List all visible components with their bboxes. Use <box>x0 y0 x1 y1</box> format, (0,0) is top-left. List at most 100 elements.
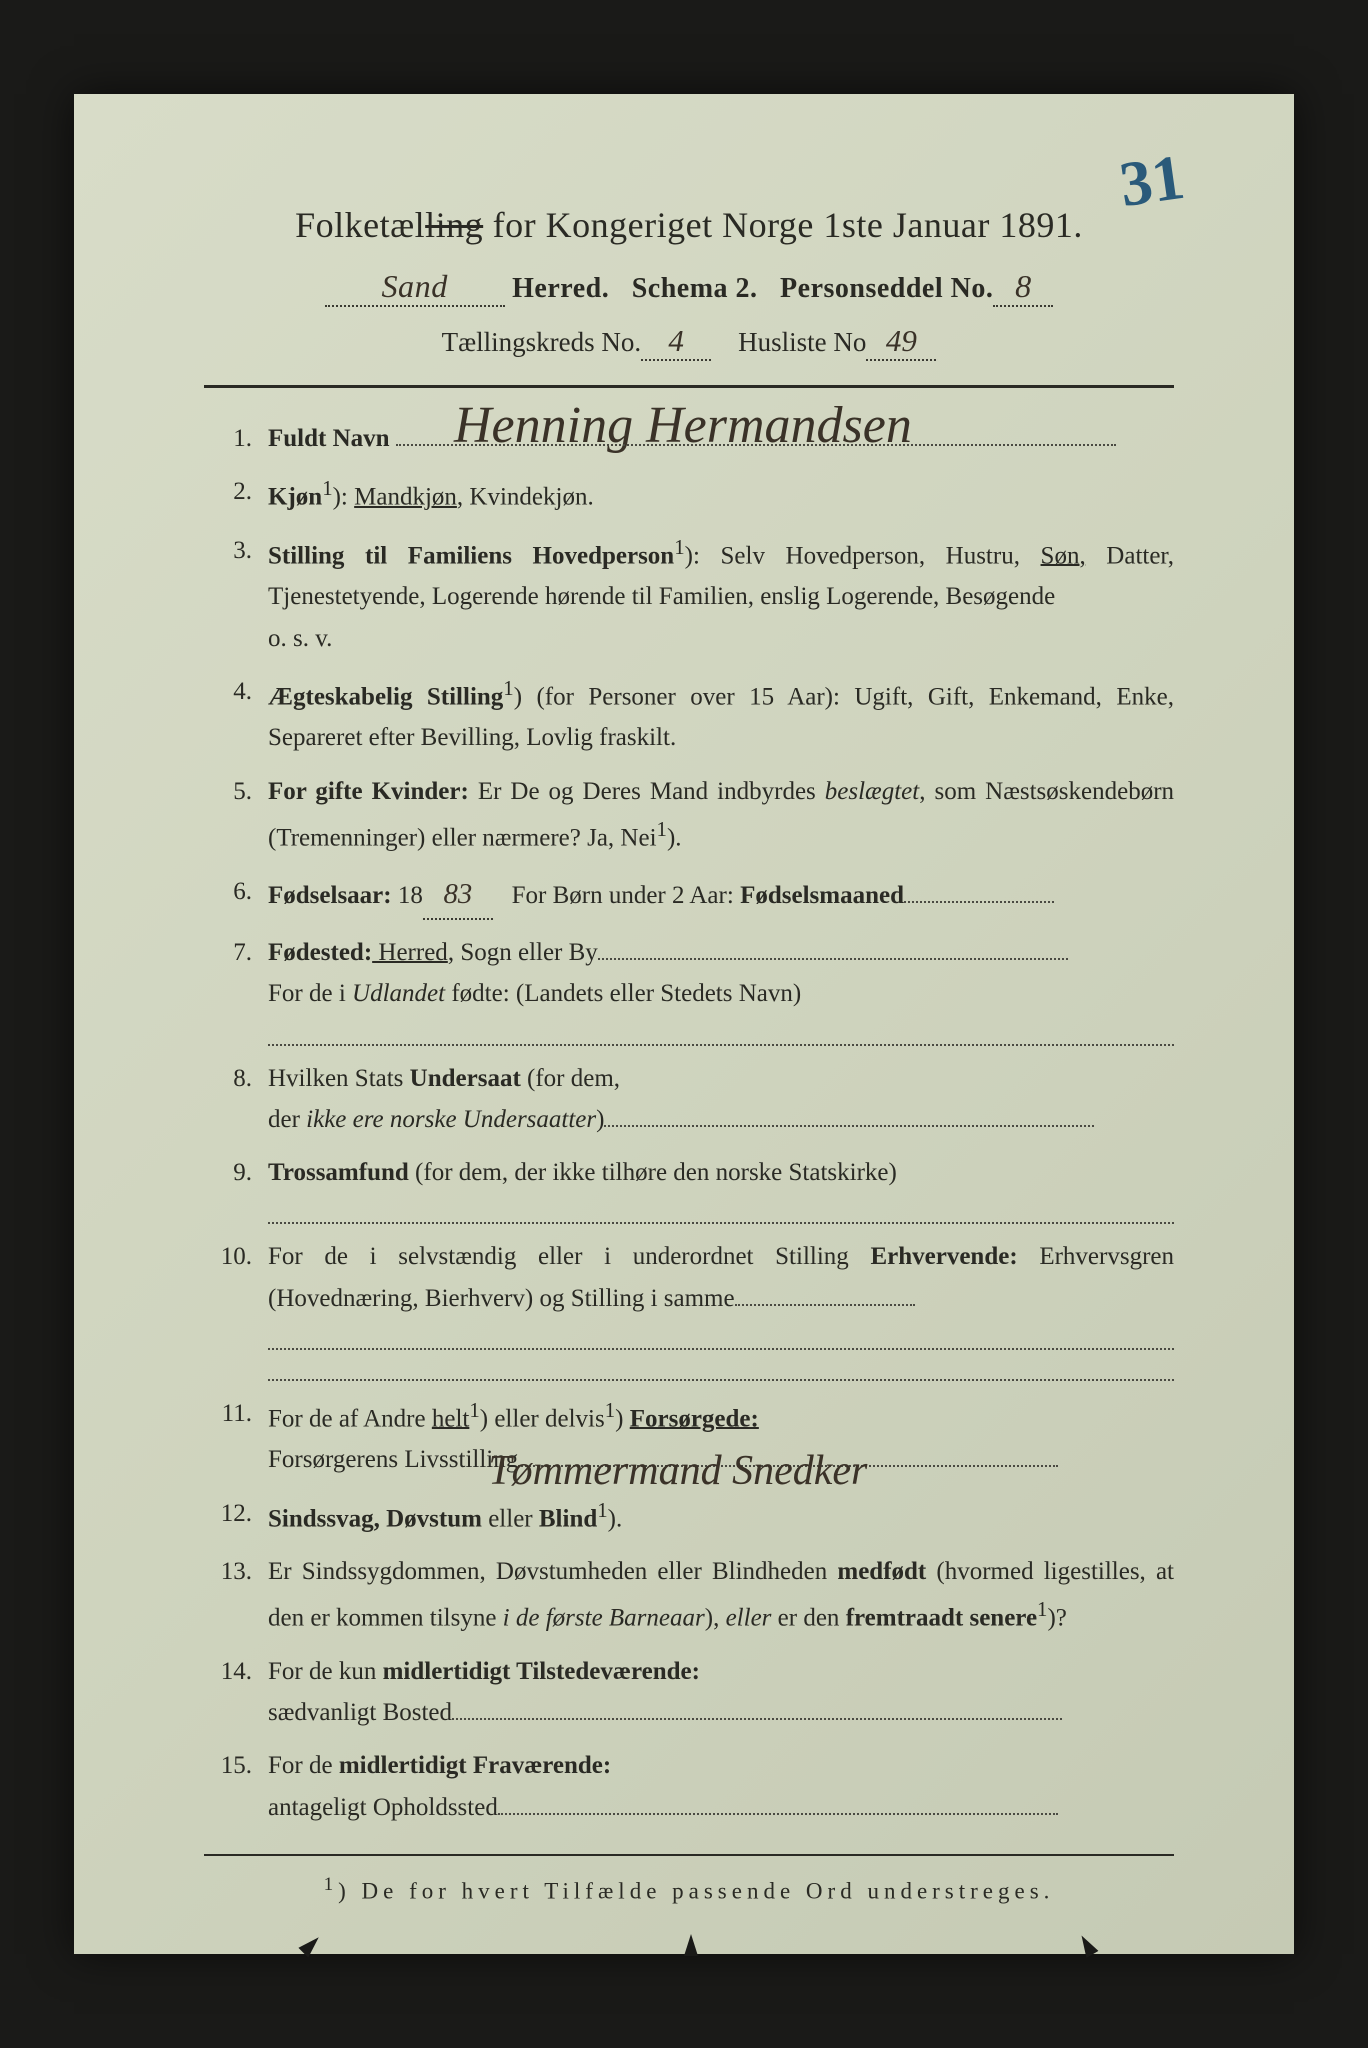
census-form-page: 31 Folketælling for Kongeriget Norge 1st… <box>74 94 1294 1954</box>
item-8-field <box>604 1125 1094 1127</box>
item-2: 2. Kjøn1): Mandkjøn, Kvindekjøn. <box>204 471 1174 518</box>
item-7: 7. Fødested: Herred, Sogn eller By For d… <box>204 932 1174 1046</box>
item-10-pre: For de i selvstændig eller i underordnet… <box>268 1243 870 1270</box>
item-15-field <box>498 1813 1058 1815</box>
item-2-label: Kjøn <box>268 484 322 511</box>
item-2-sup: 1 <box>322 476 332 500</box>
item-9: 9. Trossamfund (for dem, der ikke tilhør… <box>204 1152 1174 1224</box>
item-7-num: 7. <box>204 932 252 973</box>
item-4-num: 4. <box>204 671 252 712</box>
item-12-num: 12. <box>204 1493 252 1534</box>
item-14-line2: sædvanligt Bosted <box>268 1699 452 1726</box>
item-10-num: 10. <box>204 1236 252 1277</box>
personseddel-value: 8 <box>993 268 1053 307</box>
item-5-sup: 1 <box>657 817 667 841</box>
item-8-line2b: ) <box>596 1106 604 1133</box>
item-15-pre: For de <box>268 1752 339 1779</box>
item-13: 13. Er Sindssygdommen, Døvstumheden elle… <box>204 1551 1174 1639</box>
item-8-bold: Undersaat <box>410 1065 521 1092</box>
item-3-sup: 1 <box>674 535 684 559</box>
item-11-num: 11. <box>204 1393 252 1434</box>
item-13-rest3: er den <box>771 1605 845 1632</box>
item-10-field <box>735 1304 915 1306</box>
item-13-pre: Er Sindssygdommen, Døvstumheden eller Bl… <box>268 1558 837 1585</box>
item-10-bold: Erhvervende: <box>870 1243 1017 1270</box>
page-tear-icon <box>684 1934 698 1956</box>
item-12-label: Sindssvag, Døvstum <box>268 1505 482 1532</box>
item-4: 4. Ægteskabelig Stilling1) (for Personer… <box>204 671 1174 759</box>
item-15-num: 15. <box>204 1745 252 1786</box>
item-11-helt: helt <box>432 1405 470 1432</box>
item-2-num: 2. <box>204 471 252 512</box>
item-12-end: ). <box>608 1505 623 1532</box>
item-2-kvindekjon: Kvindekjøn. <box>469 484 593 511</box>
personseddel-label: Personseddel No. <box>780 273 993 304</box>
item-2-mandkjon: Mandkjøn <box>354 484 457 511</box>
item-10: 10. For de i selvstændig eller i underor… <box>204 1236 1174 1381</box>
herred-value: Sand <box>325 268 505 307</box>
item-6-prefix: 18 <box>392 882 423 909</box>
item-12-rest: eller <box>482 1505 539 1532</box>
item-9-label: Trossamfund <box>268 1159 409 1186</box>
title-suffix: for Kongeriget Norge 1ste Januar 1891. <box>483 205 1083 245</box>
header-row-2: Tællingskreds No.4 Husliste No49 <box>204 323 1174 361</box>
item-8-line1: Hvilken Stats <box>268 1065 410 1092</box>
item-13-bold: medfødt <box>837 1558 926 1585</box>
item-14-num: 14. <box>204 1651 252 1692</box>
item-3: 3. Stilling til Familiens Hovedperson1):… <box>204 530 1174 659</box>
footnote: 1) De for hvert Tilfælde passende Ord un… <box>204 1874 1174 1905</box>
kreds-value: 4 <box>641 323 711 361</box>
item-13-bold2: fremtraadt senere <box>846 1605 1037 1632</box>
item-13-end: )? <box>1047 1605 1066 1632</box>
item-5-rest: Er De og Deres Mand indbyrdes <box>469 778 825 805</box>
item-3-rest: ): Selv Hovedperson, Hustru, <box>685 542 1041 569</box>
item-13-num: 13. <box>204 1551 252 1592</box>
herred-label: Herred. <box>512 273 609 304</box>
title-prefix: Folketæl <box>295 205 425 245</box>
item-7-field <box>598 958 1068 960</box>
item-14-pre: For de kun <box>268 1658 383 1685</box>
item-3-num: 3. <box>204 530 252 571</box>
item-5-ital: beslægtet <box>825 778 919 805</box>
item-6-field2 <box>904 901 1054 903</box>
item-12-bold2: Blind <box>539 1505 597 1532</box>
footnote-text: ) De for hvert Tilfælde passende Ord und… <box>338 1879 1054 1904</box>
item-14-bold: midlertidigt Tilstedeværende: <box>383 1658 700 1685</box>
item-2-rest: ): <box>333 484 355 511</box>
item-13-sup: 1 <box>1037 1597 1047 1621</box>
item-10-dotline2 <box>268 1356 1174 1381</box>
item-9-num: 9. <box>204 1152 252 1193</box>
item-5-num: 5. <box>204 771 252 812</box>
page-tear-icon <box>1075 1932 1098 1958</box>
item-14-field <box>452 1718 1062 1720</box>
header-row-1: Sand Herred. Schema 2. Personseddel No.8 <box>204 268 1174 307</box>
husliste-label: Husliste No <box>738 327 866 357</box>
item-7-rest: , Sogn eller By <box>448 939 598 966</box>
item-8-num: 8. <box>204 1058 252 1099</box>
birthyear-value: 83 <box>423 871 493 920</box>
item-11-forsorgede: Forsørgede: <box>630 1405 759 1432</box>
item-1: 1. Fuldt Navn <box>204 418 1174 459</box>
item-7-line2a: For de i <box>268 980 352 1007</box>
item-7-line2i: Udlandet <box>352 980 445 1007</box>
item-6-rest: For Børn under 2 Aar: <box>505 882 740 909</box>
item-8-line2a: der <box>268 1106 306 1133</box>
item-12-sup: 1 <box>597 1498 607 1522</box>
schema-label: Schema 2. <box>632 273 758 304</box>
item-6: 6. Fødselsaar: 1883 For Børn under 2 Aar… <box>204 871 1174 920</box>
item-6-num: 6. <box>204 871 252 912</box>
item-1-field <box>396 444 1116 446</box>
item-6-bold2: Fødselsmaaned <box>740 882 904 909</box>
item-1-label: Fuldt Navn <box>268 425 390 452</box>
item-13-ital2: eller <box>726 1605 772 1632</box>
item-7-line2b: fødte: (Landets eller Stedets Navn) <box>445 980 801 1007</box>
kreds-label: Tællingskreds No. <box>442 327 642 357</box>
item-6-label: Fødselsaar: <box>268 882 392 909</box>
item-12: 12. Sindssvag, Døvstum eller Blind1). <box>204 1493 1174 1540</box>
divider-top <box>204 385 1174 388</box>
divider-bottom <box>204 1854 1174 1856</box>
item-13-ital: i de første Barneaar <box>503 1605 705 1632</box>
item-3-line3: o. s. v. <box>268 625 332 652</box>
title-struck: ling <box>425 205 483 245</box>
item-13-rest2: ), <box>705 1605 726 1632</box>
